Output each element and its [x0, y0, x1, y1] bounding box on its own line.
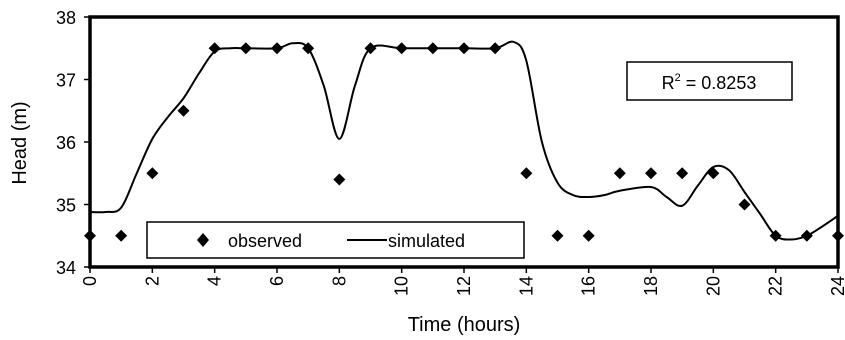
- x-tick-label-11: 22: [766, 276, 786, 296]
- observed-point-9: [364, 42, 377, 55]
- x-tick-label-5: 10: [392, 276, 412, 296]
- observed-point-1: [115, 229, 128, 242]
- observed-point-23: [800, 229, 813, 242]
- observed-point-2: [146, 167, 159, 180]
- x-tick-label-3: 6: [267, 276, 287, 286]
- observed-point-15: [551, 229, 564, 242]
- x-tick-label-8: 16: [579, 276, 599, 296]
- x-tick-label-10: 20: [703, 276, 723, 296]
- x-tick-label-1: 2: [142, 276, 162, 286]
- x-tick-label-4: 8: [329, 276, 349, 286]
- legend-observed-marker: [197, 233, 209, 247]
- y-tick-label-2: 36: [56, 133, 76, 153]
- y-tick-label-3: 37: [56, 71, 76, 91]
- observed-point-10: [395, 42, 408, 55]
- observed-point-12: [458, 42, 470, 55]
- observed-point-7: [302, 42, 315, 55]
- observed-point-18: [645, 167, 657, 180]
- observed-point-11: [426, 42, 439, 55]
- observed-point-14: [520, 167, 533, 180]
- observed-point-20: [707, 167, 720, 180]
- x-tick-label-9: 18: [641, 276, 661, 296]
- y-tick-label-1: 35: [56, 196, 76, 216]
- r-label: R: [662, 73, 675, 93]
- y-tick-label-4: 38: [56, 8, 76, 28]
- observed-point-3: [177, 104, 190, 117]
- observed-point-6: [271, 42, 283, 55]
- observed-point-24: [832, 229, 844, 242]
- r-exponent: 2: [675, 72, 681, 84]
- observed-point-5: [239, 42, 252, 55]
- x-tick-label-6: 12: [454, 276, 474, 296]
- x-tick-label-7: 14: [516, 276, 536, 296]
- legend-observed-label: observed: [228, 231, 302, 251]
- observed-point-22: [769, 229, 782, 242]
- y-axis-title: Head (m): [9, 101, 31, 184]
- r-squared-label: R2 = 0.8253: [662, 72, 757, 93]
- legend-box: [146, 221, 525, 259]
- observed-point-21: [738, 198, 751, 211]
- observed-point-0: [84, 229, 96, 242]
- observed-point-19: [676, 167, 689, 180]
- x-tick-label-2: 4: [205, 276, 225, 286]
- observed-point-17: [613, 167, 626, 180]
- legend-simulated-label: simulated: [388, 231, 465, 251]
- x-axis-title: Time (hours): [408, 314, 521, 335]
- x-tick-label-0: 0: [80, 276, 100, 286]
- observed-point-4: [208, 42, 221, 55]
- observed-point-16: [582, 229, 595, 242]
- x-tick-label-12: 24: [828, 276, 845, 296]
- observed-point-8: [333, 173, 346, 186]
- r-value: = 0.8253: [681, 73, 757, 93]
- r-squared-box: [626, 61, 793, 101]
- y-tick-label-0: 34: [56, 258, 76, 278]
- observed-point-13: [489, 42, 502, 55]
